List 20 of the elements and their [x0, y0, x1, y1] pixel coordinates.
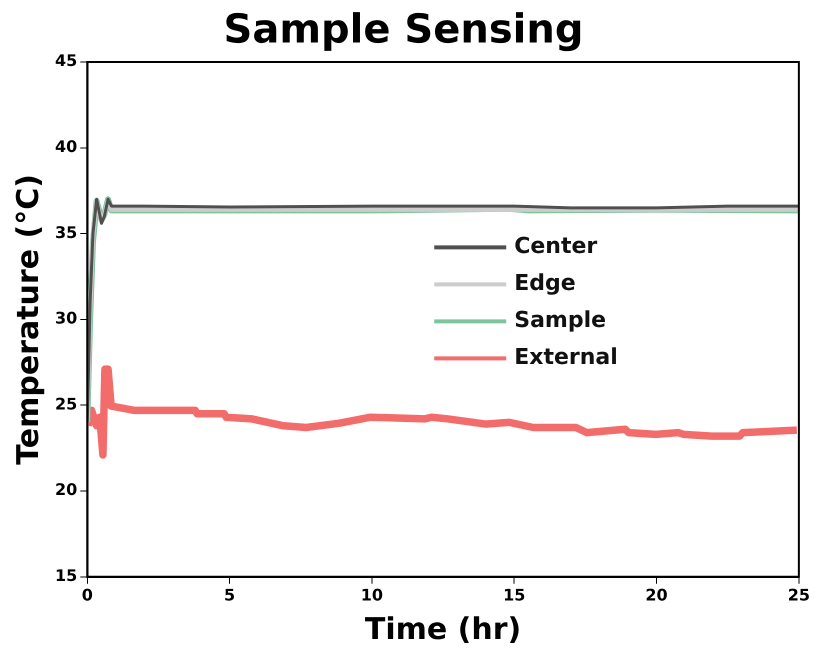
y-tick-label: 25 [55, 394, 78, 414]
legend-label: Center [514, 234, 598, 260]
y-tick-label: 45 [55, 51, 78, 70]
y-axis-title: Temperature (°C) [10, 174, 46, 465]
x-tick-label: 10 [360, 586, 384, 605]
legend-label: Edge [514, 271, 576, 296]
x-tick-label: 15 [503, 586, 526, 605]
y-tick-label: 15 [55, 566, 78, 585]
x-tick-label: 25 [788, 586, 810, 605]
legend-label: Sample [514, 308, 606, 334]
x-axis-title: Time (hr) [364, 612, 522, 647]
y-tick-label: 30 [55, 308, 78, 328]
chart-title: Sample Sensing [224, 6, 584, 52]
y-tick-label: 35 [55, 222, 78, 242]
y-tick-label: 40 [55, 136, 78, 156]
legend-label: External [514, 345, 618, 370]
x-tick-label: 0 [82, 586, 93, 605]
x-tick-label: 20 [645, 586, 668, 605]
y-tick-label: 20 [55, 480, 78, 500]
x-tick-label: 5 [224, 586, 236, 605]
